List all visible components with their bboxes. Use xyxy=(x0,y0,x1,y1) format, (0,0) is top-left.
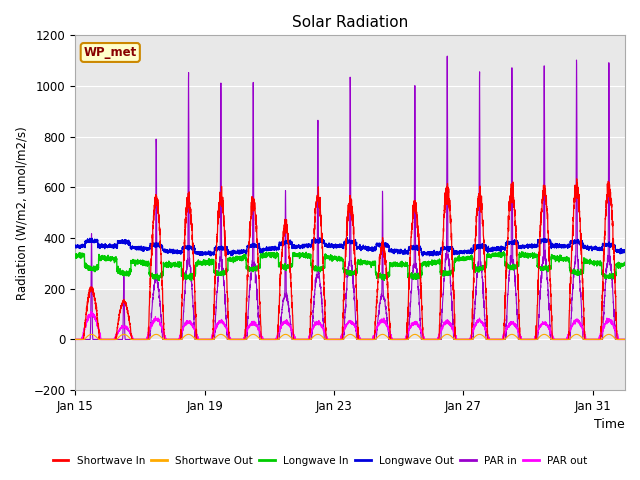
Longwave Out xyxy=(621,248,629,254)
Longwave Out xyxy=(403,250,411,255)
Shortwave Out xyxy=(621,336,629,342)
PAR out xyxy=(464,336,472,342)
Longwave Out xyxy=(159,248,167,253)
Shortwave In xyxy=(573,176,580,182)
Longwave In xyxy=(156,278,163,284)
PAR out xyxy=(122,324,129,330)
Longwave Out xyxy=(186,243,194,249)
Shortwave In xyxy=(122,300,129,306)
Longwave Out xyxy=(429,253,437,259)
Line: Longwave In: Longwave In xyxy=(76,252,625,281)
PAR in xyxy=(444,53,451,59)
Longwave In xyxy=(410,275,417,280)
Shortwave Out xyxy=(159,336,167,342)
PAR out xyxy=(159,328,167,334)
X-axis label: Time: Time xyxy=(595,419,625,432)
Shortwave In xyxy=(403,320,411,325)
Longwave Out xyxy=(122,240,129,246)
Shortwave Out xyxy=(186,332,194,337)
Shortwave In xyxy=(72,336,79,342)
Longwave Out xyxy=(465,249,472,254)
PAR out xyxy=(621,336,629,342)
Shortwave In xyxy=(186,200,194,206)
Line: PAR out: PAR out xyxy=(76,312,625,339)
Shortwave Out xyxy=(88,332,95,337)
Longwave In xyxy=(464,254,472,260)
PAR in xyxy=(122,336,129,342)
Shortwave In xyxy=(409,215,417,221)
Longwave In xyxy=(403,260,411,265)
Shortwave Out xyxy=(464,336,472,342)
Longwave Out xyxy=(344,235,351,240)
Shortwave In xyxy=(159,309,167,314)
Longwave Out xyxy=(72,242,79,248)
PAR in xyxy=(464,336,472,342)
Text: WP_met: WP_met xyxy=(84,46,137,59)
Longwave In xyxy=(122,269,129,275)
Longwave In xyxy=(159,273,167,278)
Longwave In xyxy=(186,277,194,283)
Title: Solar Radiation: Solar Radiation xyxy=(292,15,408,30)
Shortwave Out xyxy=(403,336,411,342)
PAR in xyxy=(409,268,417,274)
PAR out xyxy=(186,320,194,325)
PAR out xyxy=(72,336,79,342)
Longwave In xyxy=(621,261,629,267)
Y-axis label: Radiation (W/m2, umol/m2/s): Radiation (W/m2, umol/m2/s) xyxy=(15,126,28,300)
Longwave Out xyxy=(410,246,417,252)
Line: PAR in: PAR in xyxy=(76,56,625,339)
PAR in xyxy=(186,262,194,268)
Line: Shortwave In: Shortwave In xyxy=(76,179,625,339)
Legend: Shortwave In, Shortwave Out, Longwave In, Longwave Out, PAR in, PAR out: Shortwave In, Shortwave Out, Longwave In… xyxy=(49,452,591,470)
PAR out xyxy=(403,331,411,336)
PAR in xyxy=(72,336,79,342)
Line: Longwave Out: Longwave Out xyxy=(76,238,625,256)
PAR out xyxy=(87,309,95,314)
Shortwave In xyxy=(621,336,629,342)
Shortwave Out xyxy=(410,332,417,337)
Shortwave Out xyxy=(72,336,79,342)
PAR out xyxy=(410,321,417,327)
PAR in xyxy=(159,336,167,342)
Longwave In xyxy=(72,255,79,261)
Bar xyxy=(76,187,625,289)
Shortwave Out xyxy=(122,332,129,337)
PAR in xyxy=(403,336,411,342)
PAR in xyxy=(621,336,629,342)
Line: Shortwave Out: Shortwave Out xyxy=(76,335,625,339)
Longwave In xyxy=(500,249,508,254)
Shortwave In xyxy=(464,336,472,342)
